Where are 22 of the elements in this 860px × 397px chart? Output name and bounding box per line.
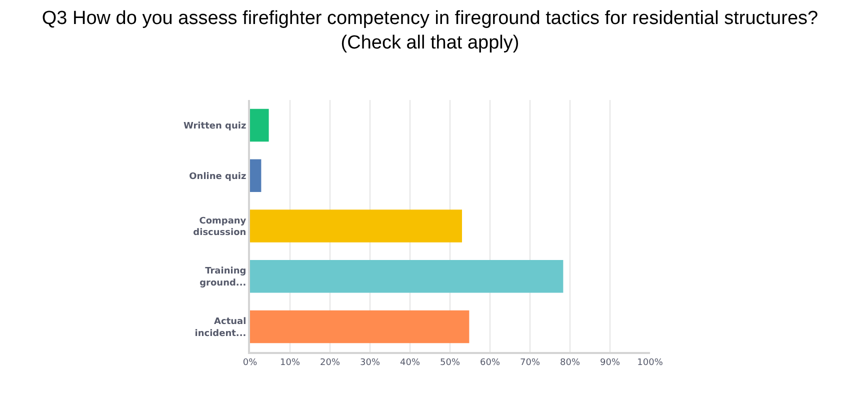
- y-tick-label: Company discussion: [193, 216, 246, 238]
- x-tick-label: 30%: [360, 358, 380, 368]
- y-tick-label: Training ground...: [200, 266, 246, 288]
- x-tick-label: 40%: [400, 358, 420, 368]
- y-tick-label: Online quiz: [189, 172, 246, 182]
- x-tick-label: 20%: [320, 358, 340, 368]
- y-tick-label: Written quiz: [183, 121, 246, 132]
- x-tick-label: 90%: [600, 358, 620, 368]
- chart-title: Q3 How do you assess firefighter competency in fireground tactics for residential structures? (Check all that apply): [42, 8, 818, 54]
- bar: [250, 260, 564, 293]
- bar: [250, 159, 262, 192]
- x-tick-label: 10%: [280, 358, 300, 368]
- x-tick-label: 60%: [480, 358, 500, 368]
- y-tick-label: Actual incident...: [194, 317, 246, 339]
- bar: [250, 310, 470, 344]
- bar: [250, 108, 269, 142]
- x-tick-label: 100%: [637, 358, 664, 368]
- x-tick-label: 80%: [560, 358, 580, 368]
- bar: [250, 210, 462, 242]
- x-tick-label: 0%: [242, 358, 258, 368]
- x-tick-label: 50%: [440, 358, 460, 368]
- x-tick-label: 70%: [520, 358, 540, 368]
